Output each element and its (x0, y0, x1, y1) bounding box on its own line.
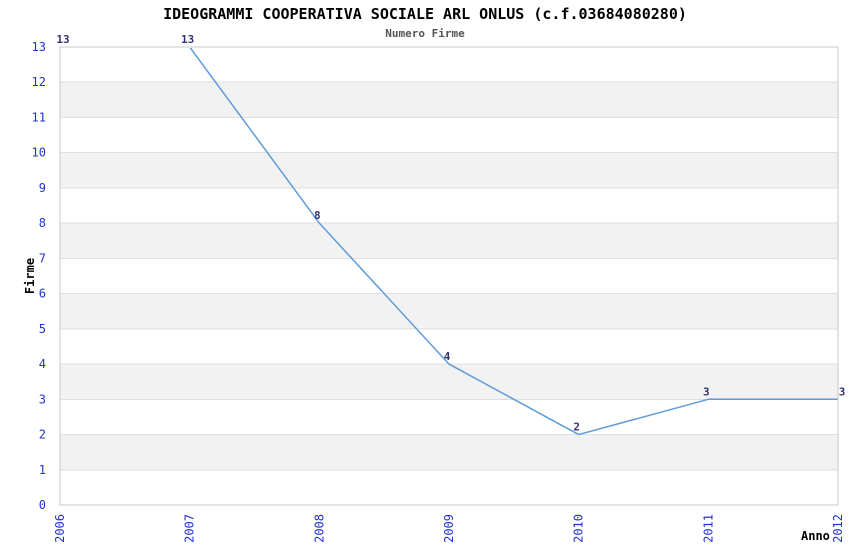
data-label: 3 (839, 385, 846, 398)
x-tick-label: 2007 (183, 514, 197, 543)
x-tick-label: 2011 (701, 514, 715, 543)
data-label: 8 (314, 209, 321, 222)
plot-band (60, 364, 838, 400)
data-label: 13 (56, 33, 69, 46)
y-tick-label: 12 (32, 75, 46, 89)
series-line-firme (189, 48, 838, 436)
y-tick-label: 6 (39, 287, 46, 301)
chart-title: IDEOGRAMMI COOPERATIVA SOCIALE ARL ONLUS… (163, 5, 687, 23)
y-tick-label: 4 (39, 357, 46, 371)
y-tick-label: 0 (39, 498, 46, 512)
y-tick-label: 3 (39, 392, 46, 406)
y-tick-label: 2 (39, 428, 46, 442)
x-axis-title: Anno (801, 529, 830, 543)
y-tick-label: 9 (39, 181, 46, 195)
plot-band (60, 434, 838, 470)
x-tick-label: 2006 (53, 514, 67, 543)
y-tick-label: 8 (39, 216, 46, 230)
y-tick-label: 10 (32, 146, 46, 160)
data-label: 13 (181, 33, 194, 46)
y-tick-label: 13 (32, 40, 46, 54)
plot-band (60, 82, 838, 118)
x-tick-label: 2010 (572, 514, 586, 543)
y-tick-label: 1 (39, 463, 46, 477)
chart-subtitle: Numero Firme (385, 27, 465, 40)
x-tick-label: 2012 (831, 514, 845, 543)
plot-band (60, 223, 838, 259)
plot-band (60, 293, 838, 329)
plot-border (59, 46, 839, 506)
data-label: 4 (444, 350, 451, 363)
x-tick-label: 2008 (312, 514, 326, 543)
plot-band (60, 152, 838, 188)
y-tick-label: 7 (39, 251, 46, 265)
data-label: 3 (703, 385, 710, 398)
data-label: 2 (573, 421, 580, 434)
y-tick-label: 5 (39, 322, 46, 336)
x-tick-label: 2009 (442, 514, 456, 543)
y-tick-label: 11 (32, 110, 46, 124)
